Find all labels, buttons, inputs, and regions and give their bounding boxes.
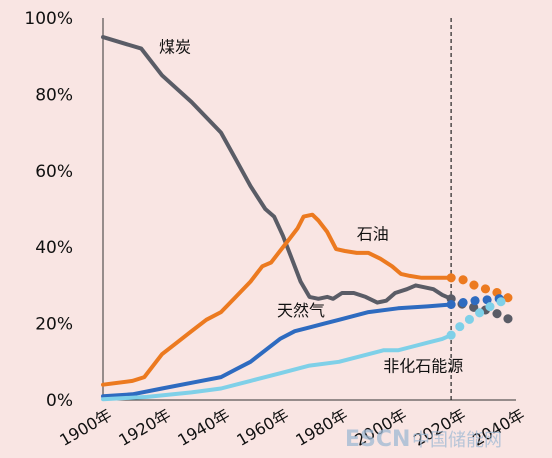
x-tick-label: 1980年 (292, 405, 351, 450)
series-label: 天然气 (277, 301, 325, 320)
series-label: 石油 (357, 225, 389, 244)
x-tick-label: 1900年 (56, 405, 115, 450)
series-projection-3 (446, 294, 515, 340)
y-tick-label: 40% (35, 238, 73, 258)
series-label: 煤炭 (159, 37, 191, 56)
x-tick-label: 1920年 (115, 405, 174, 450)
y-tick-label: 80% (35, 85, 73, 105)
series-projection-1 (446, 273, 515, 304)
y-tick-label: 20% (35, 315, 73, 335)
y-tick-label: 0% (46, 391, 73, 411)
series-line-3 (101, 333, 454, 402)
tick-labels: 0% 20% 40% 60% 80% 100% 1900年 1920年 1940年 1960年 19… (24, 9, 528, 450)
y-tick-label: 60% (35, 162, 73, 182)
watermark-site: 中国储能网 (412, 430, 502, 451)
x-tick-label: 1940年 (174, 405, 233, 450)
series-lines (101, 35, 454, 402)
watermark-brand: ESCN (345, 427, 410, 452)
x-tick-label: 1960年 (233, 405, 292, 450)
y-tick-label: 100% (24, 9, 73, 29)
series-line-2 (101, 302, 454, 399)
watermark: ESCN 中国储能网 (345, 427, 502, 452)
projection-lines (446, 273, 515, 340)
series-line-1 (101, 212, 454, 387)
series-label: 非化石能源 (383, 356, 463, 375)
series-line-0 (101, 35, 454, 305)
